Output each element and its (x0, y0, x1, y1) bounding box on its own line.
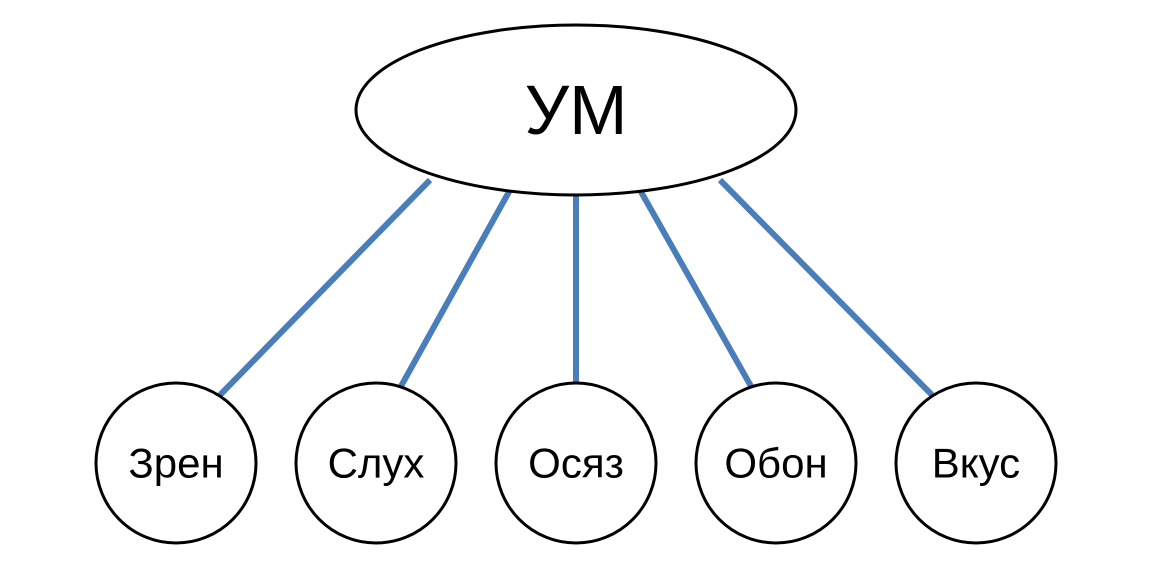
edge-3 (640, 190, 752, 388)
edge-4 (720, 180, 932, 395)
child-node-3: Обон (696, 383, 856, 543)
child-label-0: Зрен (128, 440, 223, 487)
child-label-2: Осяз (528, 440, 624, 487)
child-label-1: Слух (328, 440, 425, 487)
child-node-2: Осяз (496, 383, 656, 543)
edge-1 (400, 190, 510, 388)
edge-0 (220, 180, 430, 395)
root-label: УМ (525, 71, 628, 149)
child-node-1: Слух (296, 383, 456, 543)
child-node-0: Зрен (96, 383, 256, 543)
child-label-4: Вкус (932, 440, 1020, 487)
child-node-4: Вкус (896, 383, 1056, 543)
root-node: УМ (356, 25, 796, 195)
child-label-3: Обон (724, 440, 827, 487)
senses-diagram: УМ Зрен Слух Осяз Обон Вкус (0, 0, 1153, 583)
